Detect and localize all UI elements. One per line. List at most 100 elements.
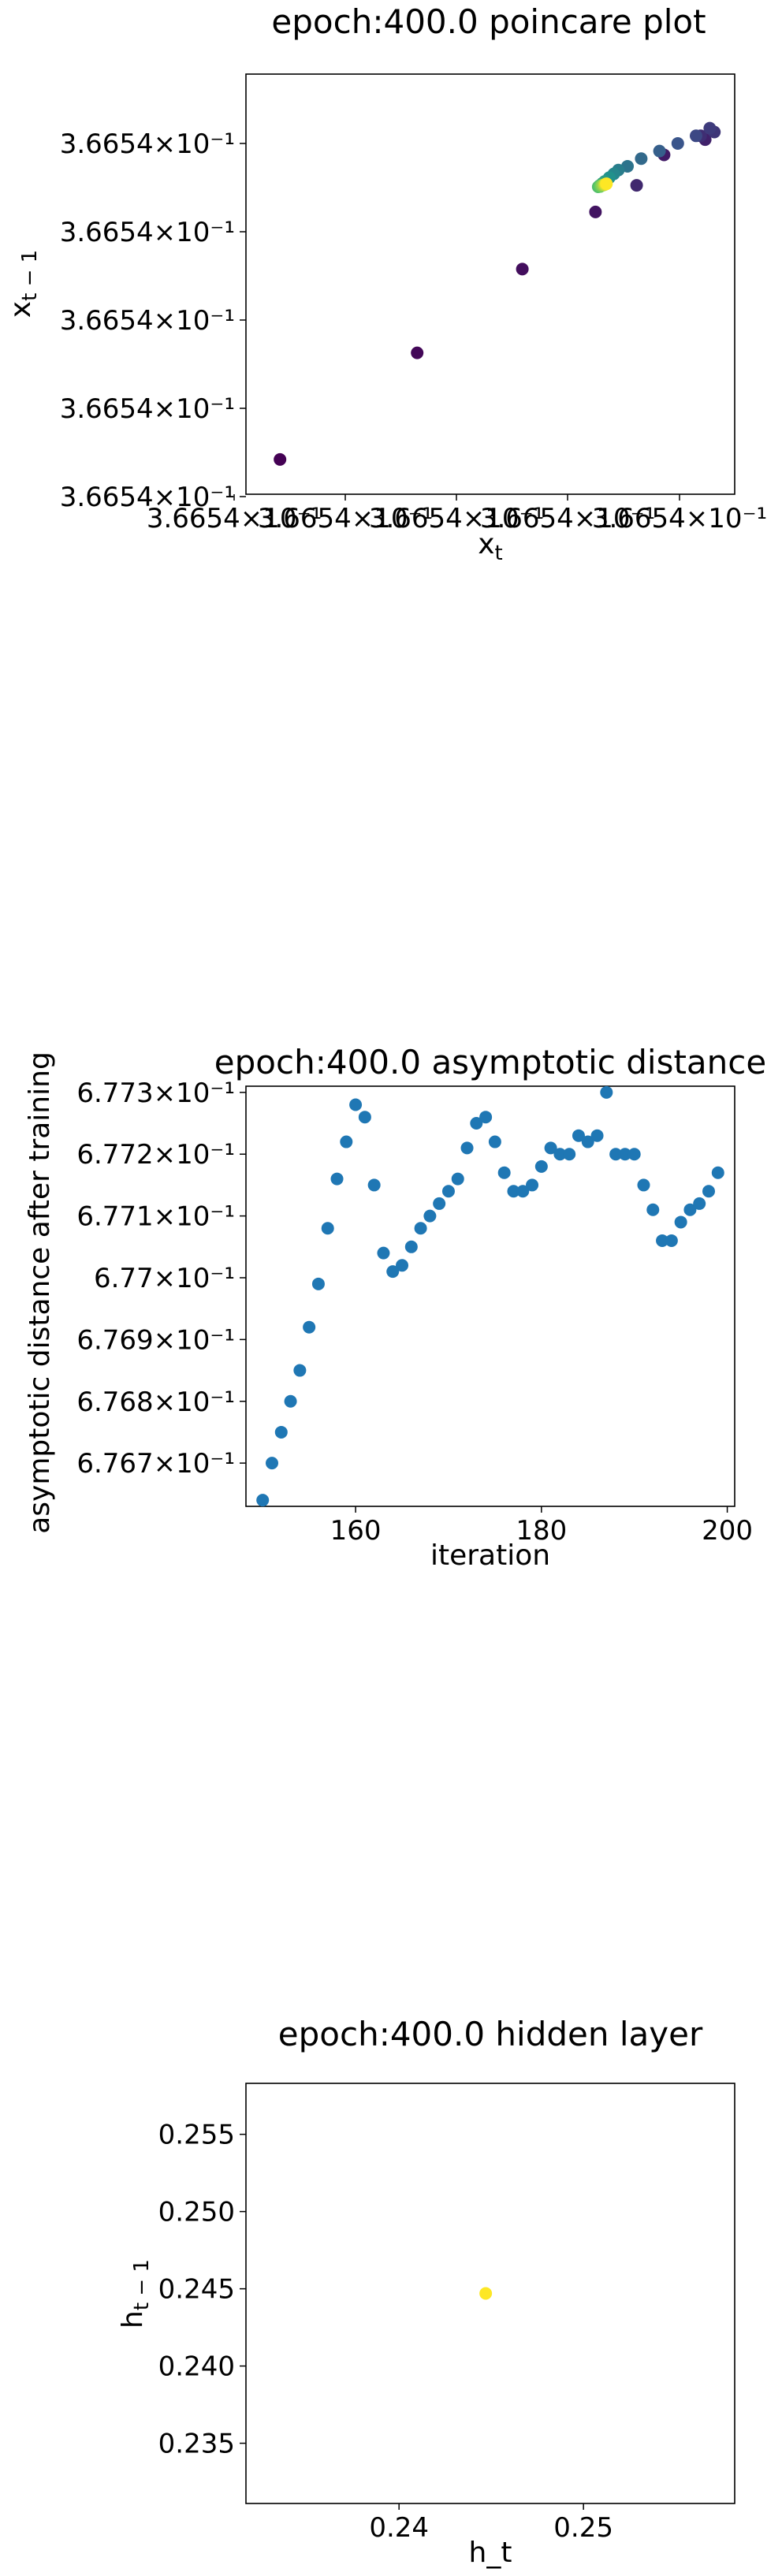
asymptotic-point (702, 1185, 715, 1198)
asymptotic-point (665, 1234, 678, 1247)
poincare-point (411, 346, 424, 359)
poincare-point (635, 152, 648, 166)
poincare-x-tick-label: 3.6654×10⁻¹ (592, 503, 767, 534)
poincare-x-tick-label: 3.6654×10⁻¹ (147, 503, 322, 534)
asymptotic-y-tick-label: 6.773×10⁻¹ (76, 1078, 235, 1109)
asymptotic-y-tick-label: 6.772×10⁻¹ (76, 1139, 235, 1171)
asymptotic-x-tick-label: 180 (516, 1515, 567, 1547)
asymptotic-point (711, 1166, 724, 1179)
hidden-y-tick-label: 0.255 (158, 2120, 235, 2151)
asymptotic-point (311, 1277, 325, 1290)
asymptotic-point (256, 1494, 270, 1507)
asymptotic-point (266, 1457, 279, 1470)
asymptotic-title: epoch:400.0 asymptotic distance (214, 1043, 766, 1081)
asymptotic-point (377, 1246, 390, 1260)
asymptotic-point (609, 1148, 623, 1161)
poincare-y-tick-label: 3.6654×10⁻¹ (60, 217, 235, 248)
poincare-point (703, 121, 717, 135)
hidden-x-label: h_t (469, 2537, 512, 2569)
hidden-x-tick-label: 0.25 (553, 2512, 613, 2544)
asymptotic-y-tick-label: 6.767×10⁻¹ (76, 1448, 235, 1480)
asymptotic-x-ticks: 160 180 200 (330, 1506, 753, 1547)
hidden-layer-frame (245, 2083, 735, 2504)
asymptotic-point (627, 1148, 641, 1161)
asymptotic-point (581, 1135, 594, 1148)
asymptotic-point (367, 1178, 381, 1192)
asymptotic-point (284, 1394, 297, 1408)
hidden-y-ticks: 0.235 0.240 0.245 0.250 0.255 (158, 2120, 246, 2460)
hidden-y-tick-label: 0.240 (158, 2351, 235, 2383)
poincare-y-tick-label: 3.6654×10⁻¹ (60, 393, 235, 425)
asymptotic-point (693, 1197, 706, 1210)
asymptotic-x-tick-label: 160 (330, 1515, 382, 1547)
poincare-y-label: xt − 1 (5, 250, 42, 318)
hidden-x-tick-label: 0.24 (369, 2512, 429, 2544)
asymptotic-point (349, 1098, 363, 1111)
hidden-x-ticks: 0.24 0.25 (369, 2503, 613, 2544)
asymptotic-frame (245, 1085, 735, 1507)
asymptotic-point (404, 1240, 418, 1253)
asymptotic-point (358, 1111, 371, 1124)
poincare-point (630, 179, 643, 192)
asymptotic-y-label: asymptotic distance after training (24, 1052, 56, 1534)
asymptotic-point (470, 1117, 483, 1130)
poincare-point (690, 129, 702, 143)
asymptotic-y-ticks: 6.767×10⁻¹ 6.768×10⁻¹ 6.769×10⁻¹ 6.77×10⁻¹ 6… (76, 1078, 246, 1480)
asymptotic-point (674, 1215, 687, 1229)
asymptotic-point (451, 1172, 464, 1186)
asymptotic-distance-chart: epoch:400.0 asymptotic distance 6.767×10… (24, 1043, 766, 1572)
asymptotic-point (303, 1320, 316, 1334)
asymptotic-point (618, 1148, 631, 1161)
asymptotic-point (293, 1364, 307, 1377)
poincare-y-tick-label: 3.6654×10⁻¹ (60, 128, 235, 160)
asymptotic-point (386, 1265, 400, 1279)
asymptotic-point (683, 1203, 697, 1216)
poincare-y-tick-label: 3.6654×10⁻¹ (60, 482, 235, 513)
asymptotic-x-tick-label: 200 (702, 1515, 753, 1547)
hidden-point (479, 2287, 493, 2300)
poincare-y-ticks: 3.6654×10⁻¹ 3.6654×10⁻¹ 3.6654×10⁻¹ 3.6654×… (60, 128, 246, 513)
poincare-point (653, 144, 666, 158)
asymptotic-point (637, 1178, 650, 1192)
asymptotic-point (433, 1197, 446, 1210)
asymptotic-points (256, 1085, 724, 1507)
poincare-point (589, 205, 602, 218)
asymptotic-x-label: iteration (430, 1539, 550, 1572)
poincare-x-tick-label: 3.6654×10⁻¹ (480, 503, 655, 534)
asymptotic-point (396, 1259, 409, 1272)
poincare-plot-title: epoch:400.0 poincare plot (271, 2, 706, 41)
hidden-y-tick-label: 0.235 (158, 2429, 235, 2460)
asymptotic-y-tick-label: 6.769×10⁻¹ (76, 1324, 235, 1356)
asymptotic-point (600, 1085, 613, 1099)
poincare-x-tick-label: 3.6654×10⁻¹ (258, 503, 433, 534)
asymptotic-y-tick-label: 6.771×10⁻¹ (76, 1201, 235, 1233)
asymptotic-point (534, 1160, 548, 1173)
asymptotic-point (516, 1185, 530, 1198)
poincare-x-tick-label: 3.6654×10⁻¹ (369, 503, 544, 534)
asymptotic-point (526, 1178, 539, 1192)
hidden-y-tick-label: 0.250 (158, 2197, 235, 2228)
asymptotic-point (460, 1141, 474, 1155)
asymptotic-point (488, 1135, 501, 1148)
asymptotic-point (441, 1185, 455, 1198)
poincare-point (671, 136, 684, 150)
poincare-points (274, 121, 721, 466)
asymptotic-point (656, 1234, 669, 1247)
hidden-y-tick-label: 0.245 (158, 2274, 235, 2306)
poincare-point (516, 262, 529, 276)
asymptotic-point (414, 1222, 427, 1235)
asymptotic-point (321, 1222, 334, 1235)
poincare-x-ticks: 3.6654×10⁻¹3.6654×10⁻¹3.6654×10⁻¹3.6654×… (147, 494, 767, 534)
asymptotic-point (330, 1172, 344, 1186)
asymptotic-point (572, 1129, 585, 1142)
asymptotic-point (563, 1148, 576, 1161)
asymptotic-point (590, 1129, 604, 1142)
asymptotic-point (274, 1425, 288, 1439)
poincare-plot-chart: epoch:400.0 poincare plot 3.6654×10⁻¹3.6… (5, 2, 767, 565)
poincare-point (274, 452, 287, 466)
asymptotic-point (497, 1166, 511, 1179)
asymptotic-y-tick-label: 6.768×10⁻¹ (76, 1387, 235, 1418)
hidden-points (479, 2287, 493, 2300)
poincare-y-tick-label: 3.6654×10⁻¹ (60, 305, 235, 337)
